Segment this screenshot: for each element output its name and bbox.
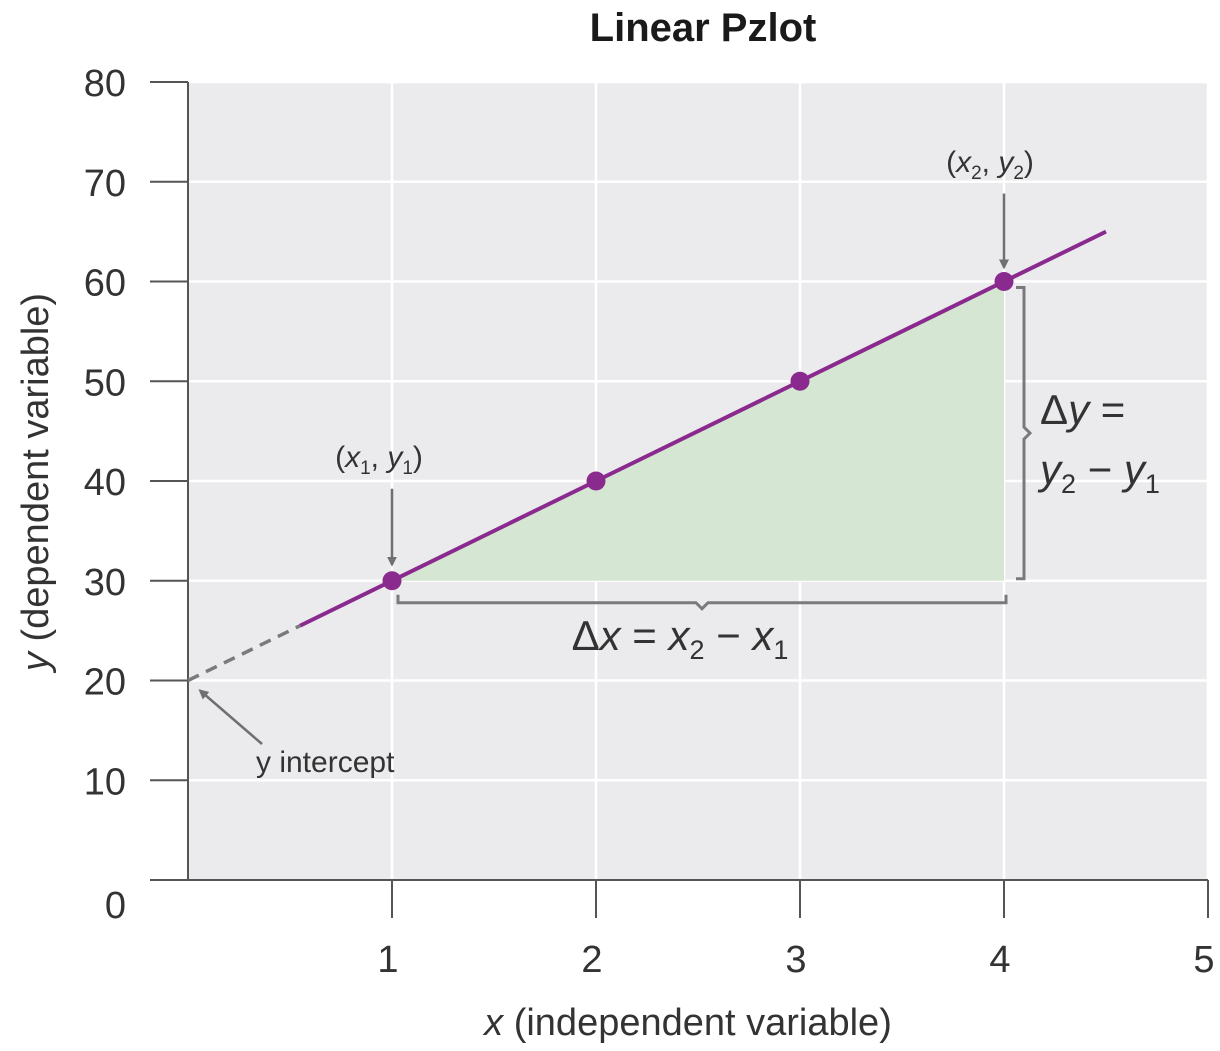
data-point-1 [382, 571, 402, 591]
series-line [299, 229, 1107, 628]
y-tick-label-10: 10 [84, 761, 126, 803]
axes [150, 81, 1209, 918]
delta-y-label-line2: y2 − y1 [1037, 446, 1160, 499]
point1-sub1: 1 [360, 458, 371, 479]
dashed-extrapolation-line [187, 624, 301, 683]
delta-x-b: x [750, 612, 775, 659]
delta-y-a-sub: 2 [1061, 469, 1076, 499]
point2-sub2: 2 [1013, 163, 1024, 184]
y-axis-label-variable: y [15, 650, 57, 674]
y-tick-label-30: 30 [84, 562, 126, 604]
delta-x-symbol: Δ [572, 612, 600, 659]
y-tick-label-40: 40 [84, 462, 126, 504]
x-tick-label-5: 5 [1193, 939, 1214, 981]
y-axis-label: y (dependent variable) [15, 293, 57, 674]
point1-close: ) [413, 441, 423, 474]
delta-x-bracket [396, 594, 1008, 611]
delta-y-b-sub: 1 [1145, 469, 1160, 499]
delta-y-symbol: Δ [1040, 386, 1068, 433]
delta-y-minus: − [1076, 446, 1124, 493]
y-tick-label-50: 50 [84, 362, 126, 404]
delta-y-bracket [1016, 286, 1033, 581]
point1-label: (x1, y1) [335, 441, 423, 479]
delta-y-b: y [1121, 446, 1148, 493]
y-tick-label-0: 0 [105, 885, 126, 927]
y-tick-label-70: 70 [84, 163, 126, 205]
brackets [396, 286, 1033, 611]
x-tick-label-4: 4 [989, 939, 1010, 981]
point2-open: ( [946, 146, 956, 179]
tick-labels: 0 10 20 30 40 50 60 70 80 1 2 3 4 5 [84, 63, 1215, 981]
y-intercept-arrow [198, 689, 263, 745]
point1-sub2: 1 [402, 458, 413, 479]
point2-var2: y [996, 146, 1015, 179]
delta-x-minus: − [705, 612, 753, 659]
point1-open: ( [335, 441, 345, 474]
x-tick-label-2: 2 [581, 939, 602, 981]
delta-y-eq: = [1089, 386, 1125, 433]
point2-close: ) [1024, 146, 1034, 179]
delta-x-var: x [598, 612, 623, 659]
point2-label: (x2, y2) [946, 146, 1034, 184]
delta-x-a: x [667, 612, 692, 659]
x-axis-label-variable: x [482, 1002, 505, 1044]
y-intercept-label: y intercept [256, 746, 395, 779]
delta-y-a: y [1037, 446, 1064, 493]
x-tick-label-3: 3 [785, 939, 806, 981]
x-axis-label: x (independent variable) [482, 1002, 892, 1044]
data-point-2 [586, 471, 606, 491]
point1-var2: y [385, 441, 404, 474]
x-tick-label-1: 1 [377, 939, 398, 981]
delta-x-label: Δx = x2 − x1 [572, 612, 789, 665]
chart-title: Linear Pzlot [590, 6, 817, 50]
point2-var1: x [954, 146, 972, 179]
delta-y-label-line1: Δy = [1040, 386, 1125, 433]
data-point-3 [790, 371, 810, 391]
delta-x-a-sub: 2 [690, 635, 705, 665]
y-tick-label-80: 80 [84, 63, 126, 105]
point1-sep: , [371, 441, 388, 474]
delta-y-var: y [1065, 386, 1092, 433]
data-point-4 [994, 272, 1014, 291]
y-axis-label-text: (dependent variable) [15, 293, 57, 652]
annotation-arrows [198, 193, 1009, 745]
point2-sep: , [982, 146, 999, 179]
delta-x-eq: = [621, 612, 669, 659]
point2-sub1: 2 [971, 163, 982, 184]
y-tick-label-20: 20 [84, 662, 126, 704]
point1-var1: x [343, 441, 361, 474]
x-axis-label-text: (independent variable) [503, 1002, 892, 1044]
y-tick-label-60: 60 [84, 263, 126, 305]
delta-x-b-sub: 1 [773, 635, 788, 665]
data-points [382, 272, 1014, 591]
